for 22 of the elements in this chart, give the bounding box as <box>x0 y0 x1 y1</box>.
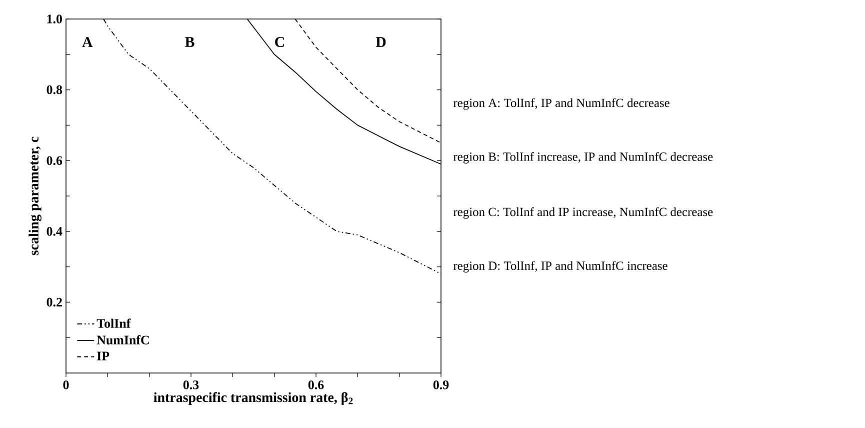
y-tick-label: 0.6 <box>46 156 62 165</box>
annotation: D <box>376 37 386 47</box>
y-tick-label: 0.8 <box>46 85 62 94</box>
y-tick-label: 0.2 <box>46 298 62 307</box>
text: region D: TolInf, IP and NumInfC increase <box>453 261 668 273</box>
text: region C: TolInf and IP increase, NumInfC decrease <box>453 207 713 219</box>
annotation: C <box>275 36 284 48</box>
annotation: A <box>82 37 93 47</box>
legend-label: NumInfC <box>96 335 149 344</box>
x-tick-label: 0 <box>63 380 69 390</box>
x-tick-label: 0.6 <box>308 380 324 390</box>
y-axis-title: scaling parameter, c <box>28 136 42 256</box>
legend-label: IP <box>97 352 110 360</box>
x-axis-title: intraspecific transmission rate, β$_{2}$ <box>154 392 353 405</box>
y-tick-label: 1.0 <box>47 14 62 24</box>
legend-label: TolInf <box>96 318 131 328</box>
text: region B: TolInf increase, IP and NumInfC decrease <box>453 152 713 164</box>
x-tick-label: 0.9 <box>433 380 449 390</box>
annotation: B <box>185 37 194 47</box>
x-tick-label: 0.3 <box>183 380 199 390</box>
text: region A: TolInf, IP and NumInfC decrease <box>453 98 670 110</box>
y-tick-label: 0.4 <box>46 227 62 236</box>
